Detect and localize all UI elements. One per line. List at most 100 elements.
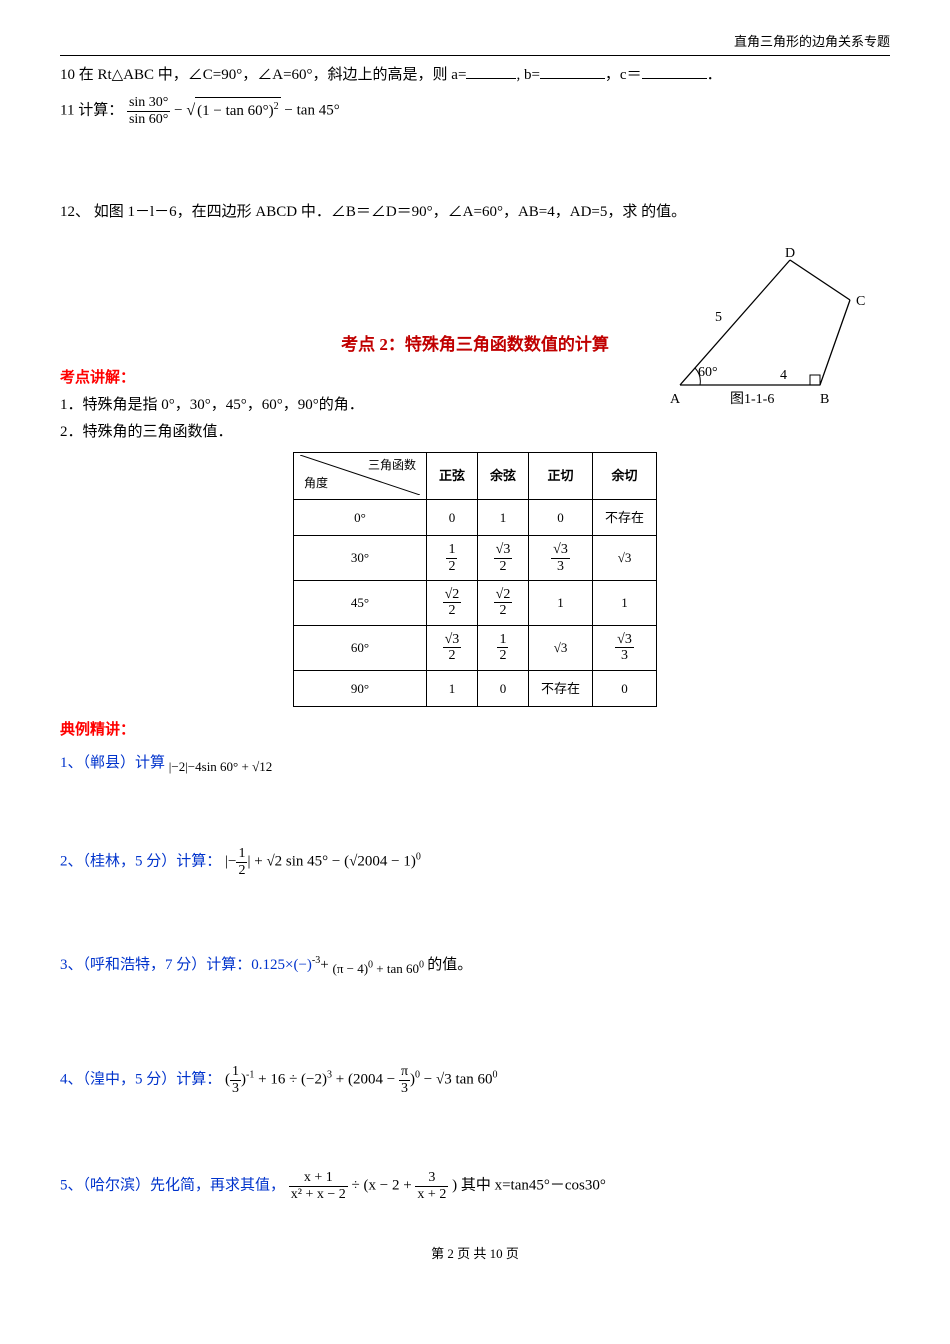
ex2-frac-d: 2 bbox=[236, 863, 247, 878]
example-5: 5、（哈尔滨）先化简，再求其值， x + 1x² + x − 2 ÷ (x − … bbox=[60, 1170, 890, 1202]
example-2: 2、（桂林，5 分）计算： |−12| + √2 sin 45° − (√200… bbox=[60, 846, 890, 878]
label-B: B bbox=[820, 387, 829, 412]
value-cell: 不存在 bbox=[593, 499, 657, 535]
question-10: 10 在 Rt△ABC 中，∠C=90°，∠A=60°，斜边上的高是，则 a=,… bbox=[60, 62, 890, 89]
ex4-f2n: π bbox=[399, 1064, 410, 1080]
table-row: 60°√3212√3√33 bbox=[293, 625, 656, 670]
angle-cell: 45° bbox=[293, 580, 426, 625]
angle-cell: 90° bbox=[293, 670, 426, 706]
q11-sq-sup: 2 bbox=[274, 101, 279, 112]
q11-frac-num: sin 30° bbox=[127, 95, 170, 111]
value-cell: 0 bbox=[426, 499, 477, 535]
table-diag-cell: 三角函数 角度 bbox=[293, 452, 426, 499]
ex3-sup1: -3 bbox=[312, 955, 320, 966]
value-cell: 不存在 bbox=[529, 670, 593, 706]
ex4-plus: + (2004 − bbox=[332, 1072, 399, 1088]
angle-cell: 30° bbox=[293, 536, 426, 581]
ex5-f1d: x² + x − 2 bbox=[289, 1187, 348, 1202]
value-cell: 12 bbox=[426, 536, 477, 581]
ex2-frac: 12 bbox=[236, 846, 247, 878]
q10-m1: , b= bbox=[516, 67, 539, 83]
value-cell: √33 bbox=[593, 625, 657, 670]
value-cell: √3 bbox=[593, 536, 657, 581]
col-cos: 余弦 bbox=[477, 452, 528, 499]
diag-bottom: 角度 bbox=[304, 473, 328, 495]
value-cell: √22 bbox=[426, 580, 477, 625]
ex1-label: 1、（郸县）计算 bbox=[60, 755, 165, 771]
radical-icon: √ bbox=[186, 97, 195, 126]
value-cell: 0 bbox=[593, 670, 657, 706]
value-cell: √33 bbox=[529, 536, 593, 581]
q10-prefix: 10 在 Rt△ABC 中，∠C=90°，∠A=60°，斜边上的高是，则 a= bbox=[60, 67, 466, 83]
figure-1-1-6: D C A B 5 4 60° 图1-1-6 bbox=[660, 245, 890, 415]
value-cell: 1 bbox=[477, 499, 528, 535]
label-4: 4 bbox=[780, 363, 787, 388]
blank-a bbox=[466, 64, 516, 79]
q11-frac: sin 30° sin 60° bbox=[127, 95, 170, 127]
ex5-frac2: 3x + 2 bbox=[415, 1170, 448, 1202]
q12-text: 12、 如图 1－l－6，在四边形 ABCD 中．∠B＝∠D＝90°，∠A=60… bbox=[60, 204, 686, 220]
ex5-f1n: x + 1 bbox=[289, 1170, 348, 1186]
blank-c bbox=[642, 64, 707, 79]
angle-cell: 60° bbox=[293, 625, 426, 670]
page-header: 直角三角形的边角关系专题 bbox=[60, 30, 890, 56]
ex5-frac1: x + 1x² + x − 2 bbox=[289, 1170, 348, 1202]
value-cell: 0 bbox=[477, 670, 528, 706]
q11-sqrt-text: (1 − tan 60°) bbox=[197, 103, 274, 119]
example-4: 4、（湟中，5 分）计算： (13)-1 + 16 ÷ (−2)3 + (200… bbox=[60, 1064, 890, 1096]
figure-caption: 图1-1-6 bbox=[730, 387, 774, 412]
col-tan: 正切 bbox=[529, 452, 593, 499]
ex3-subexpr: (π − 4) bbox=[332, 961, 368, 976]
example-1: 1、（郸县）计算 |−2|−4sin 60° + √12 bbox=[60, 750, 890, 778]
ex4-f1d: 3 bbox=[230, 1081, 241, 1096]
ex4-s4: 0 bbox=[493, 1070, 498, 1081]
table-row: 45°√22√2211 bbox=[293, 580, 656, 625]
label-C: C bbox=[856, 289, 865, 314]
value-cell: √22 bbox=[477, 580, 528, 625]
trig-value-table: 三角函数 角度 正弦 余弦 正切 余切 0°010不存在30°12√32√33√… bbox=[293, 452, 657, 707]
ex3-subsup2: 0 bbox=[419, 960, 424, 971]
value-cell: 1 bbox=[529, 580, 593, 625]
page-footer: 第 2 页 共 10 页 bbox=[60, 1242, 890, 1265]
ex2-frac-n: 1 bbox=[236, 846, 247, 862]
q11-minus1: − bbox=[174, 103, 186, 119]
q11-minus2: − tan 45° bbox=[284, 103, 339, 119]
table-header-row: 三角函数 角度 正弦 余弦 正切 余切 bbox=[293, 452, 656, 499]
ex5-f2n: 3 bbox=[415, 1170, 448, 1186]
ex5-div: ÷ (x − 2 + bbox=[352, 1178, 416, 1194]
angle-cell: 0° bbox=[293, 499, 426, 535]
ex2-sup: 0 bbox=[416, 852, 421, 863]
table-row: 90°10不存在0 bbox=[293, 670, 656, 706]
header-right: 直角三角形的边角关系专题 bbox=[734, 34, 890, 49]
value-cell: √32 bbox=[426, 625, 477, 670]
pt2: 2．特殊角的三角函数值． bbox=[60, 419, 890, 446]
label-A: A bbox=[670, 387, 680, 412]
question-12: 12、 如图 1－l－6，在四边形 ABCD 中．∠B＝∠D＝90°，∠A=60… bbox=[60, 199, 890, 226]
table-row: 30°12√32√33√3 bbox=[293, 536, 656, 581]
ex4-f1n: 1 bbox=[230, 1064, 241, 1080]
label-D: D bbox=[785, 241, 795, 266]
figure-svg bbox=[660, 245, 890, 415]
ex5-f2d: x + 2 bbox=[415, 1187, 448, 1202]
q11-sqrt: √(1 − tan 60°)2 bbox=[186, 97, 280, 126]
table-row: 0°010不存在 bbox=[293, 499, 656, 535]
ex1-expr: |−2|−4sin 60° + √12 bbox=[169, 759, 272, 774]
ex4-frac2: π3 bbox=[399, 1064, 410, 1096]
ex4-label: 4、（湟中，5 分）计算： bbox=[60, 1072, 221, 1088]
q10-m2: ，c＝ bbox=[605, 67, 642, 83]
label-60: 60° bbox=[698, 360, 718, 385]
value-cell: √3 bbox=[529, 625, 593, 670]
col-sin: 正弦 bbox=[426, 452, 477, 499]
label-5: 5 bbox=[715, 305, 722, 330]
value-cell: 1 bbox=[426, 670, 477, 706]
value-cell: 1 bbox=[593, 580, 657, 625]
ex3-sub: (π − 4)0 + tan 600 bbox=[332, 961, 427, 976]
question-11: 11 计算： sin 30° sin 60° − √(1 − tan 60°)2… bbox=[60, 95, 890, 127]
q11-sqrt-body: (1 − tan 60°)2 bbox=[195, 97, 281, 125]
ex3-plus2: + tan 60 bbox=[373, 961, 419, 976]
ex2-post: | + √2 sin 45° − (√2004 − 1) bbox=[247, 854, 415, 870]
value-cell: 0 bbox=[529, 499, 593, 535]
q10-tail: ． bbox=[707, 67, 722, 83]
ex3-label: 3、（呼和浩特，7 分）计算：0.125×(−) bbox=[60, 957, 312, 973]
ex4-frac1: 13 bbox=[230, 1064, 241, 1096]
